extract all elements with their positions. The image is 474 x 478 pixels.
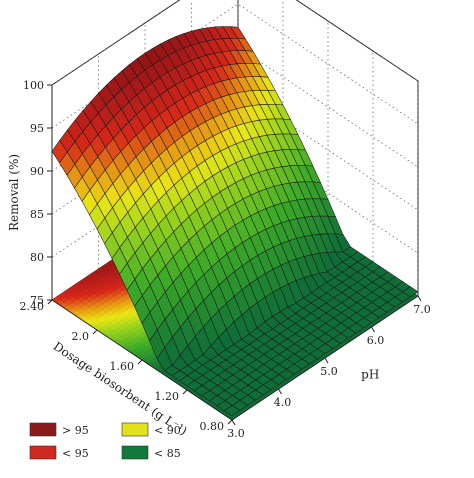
z-tick-label: 100 bbox=[23, 79, 44, 92]
legend-swatch bbox=[29, 422, 57, 437]
legend-swatch bbox=[121, 445, 149, 460]
legend-label: > 95 bbox=[62, 424, 89, 437]
dosage-tick bbox=[137, 359, 143, 365]
z-tick-label: 75 bbox=[30, 294, 44, 307]
z-tick-label: 95 bbox=[30, 122, 44, 135]
ph-tick-label: 5.0 bbox=[320, 365, 338, 378]
ph-tick-label: 6.0 bbox=[367, 334, 385, 347]
surface-cell bbox=[224, 405, 241, 417]
response-surface bbox=[51, 26, 419, 417]
dosage-tick-label: 0.80 bbox=[200, 420, 225, 433]
dosage-tick-label: 1.60 bbox=[110, 360, 135, 373]
legend-swatch bbox=[121, 422, 149, 437]
dosage-tick-label: 1.20 bbox=[155, 390, 180, 403]
ph-tick bbox=[417, 295, 422, 302]
axis-ticks: 75 80 85 90 95 100 0.80 1.20 1.60 2.0 2.40 3.0 4.0 5.… bbox=[20, 79, 431, 440]
legend-label: < 85 bbox=[154, 447, 181, 460]
dosage-tick bbox=[47, 299, 53, 305]
ph-axis-title: pH bbox=[361, 368, 379, 382]
dosage-tick bbox=[182, 389, 188, 395]
ph-tick-label: 4.0 bbox=[274, 396, 292, 409]
z-tick-label: 80 bbox=[30, 251, 44, 264]
legend: > 95 < 95 < 90 < 85 bbox=[29, 422, 181, 460]
dosage-tick-label: 2.40 bbox=[20, 300, 45, 313]
ph-tick bbox=[231, 419, 236, 426]
ph-tick bbox=[371, 326, 375, 333]
legend-label: < 90 bbox=[154, 424, 181, 437]
dosage-tick bbox=[92, 329, 98, 335]
z-tick-label: 85 bbox=[30, 208, 44, 221]
ph-tick bbox=[324, 357, 329, 364]
z-tick-label: 90 bbox=[30, 165, 44, 178]
dosage-tick-label: 2.0 bbox=[72, 330, 90, 343]
legend-label: < 95 bbox=[62, 447, 89, 460]
legend-swatch bbox=[29, 445, 57, 460]
ph-tick-label: 3.0 bbox=[227, 427, 245, 440]
dosage-tick bbox=[227, 419, 233, 425]
ph-tick-label: 7.0 bbox=[413, 303, 431, 316]
ph-tick bbox=[278, 388, 282, 395]
z-axis-title: Removal (%) bbox=[7, 154, 21, 231]
